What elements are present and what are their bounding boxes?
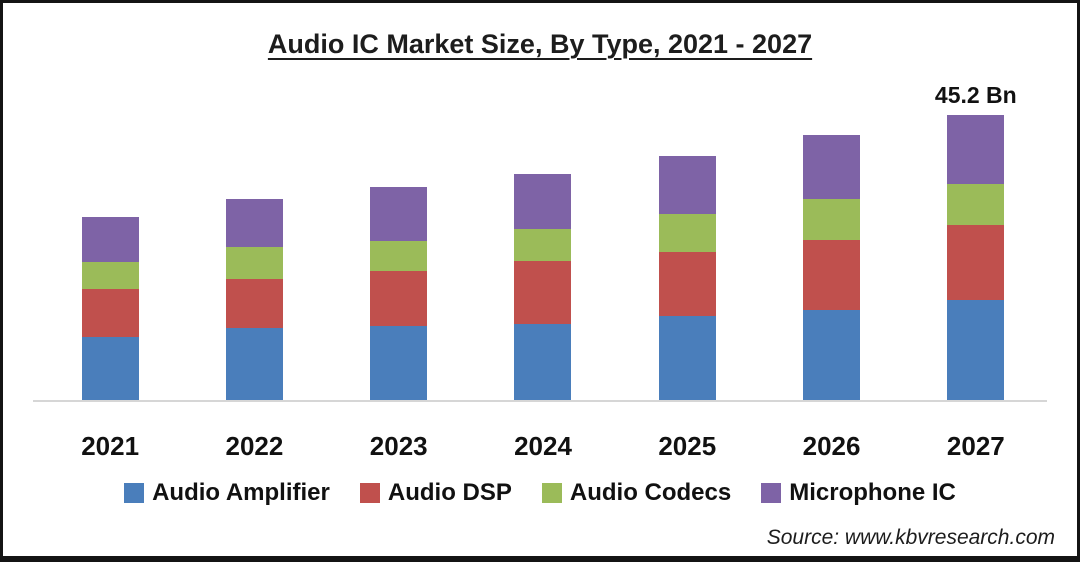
bar-segment-audio-dsp-2022 [225,278,283,328]
bar-segment-microphone-ic-2022 [225,198,283,248]
bar-segment-audio-amplifier-2024 [514,323,572,402]
legend-label-microphone-ic: Microphone IC [789,479,956,506]
legend-item-microphone-ic: Microphone IC [761,479,956,507]
x-tick-2023: 2023 [369,431,428,461]
x-axis-labels: 2021 2022 2023 2024 2025 2026 2027 [38,431,1048,462]
bar-segment-audio-dsp-2021 [81,288,139,338]
bar-segment-audio-codecs-2023 [370,240,428,271]
bar-segment-microphone-ic-2021 [81,216,139,262]
bar-segment-audio-codecs-2021 [81,261,139,289]
stacked-bar-2027 [947,115,1005,402]
legend-label-audio-dsp: Audio DSP [387,479,512,506]
x-tick-2024: 2024 [514,431,572,461]
stacked-bar-2024 [514,174,572,402]
legend-swatch-audio-codecs [541,483,562,503]
bar-segment-audio-dsp-2023 [370,270,428,326]
legend-swatch-audio-dsp [359,483,380,503]
stacked-bar-2026 [803,135,861,402]
bar-segment-audio-codecs-2026 [803,198,861,241]
x-tick-2021: 2021 [81,431,140,461]
bar-segment-audio-codecs-2022 [225,247,283,279]
x-tick-2025: 2025 [658,431,717,461]
stacked-bar-2025 [658,156,716,402]
x-axis-line [33,400,1047,402]
source-credit: Source: www.kbvresearch.com [766,526,1055,549]
bar-slot-2027: 45.2 Bn [904,82,1048,402]
bar-segment-audio-amplifier-2021 [81,337,139,402]
bar-segment-audio-amplifier-2022 [225,327,283,402]
bar-segment-microphone-ic-2027 [947,115,1005,184]
legend-swatch-audio-amplifier [124,483,145,503]
stacked-bar-2022 [225,198,283,402]
bar-segment-microphone-ic-2024 [514,174,572,230]
bar-slot-2023 [327,92,471,402]
legend-swatch-microphone-ic [761,483,782,503]
bar-slot-2026 [759,92,903,402]
bar-segment-microphone-ic-2023 [370,186,428,241]
bar-segment-audio-amplifier-2026 [803,309,861,402]
x-tick-2027: 2027 [946,431,1005,461]
legend-item-audio-amplifier: Audio Amplifier [124,479,330,507]
bar-slot-2025 [615,92,759,402]
stacked-bar-2023 [370,186,428,402]
legend-label-audio-amplifier: Audio Amplifier [152,479,330,506]
x-tick-2026: 2026 [802,431,861,461]
x-tick-2022: 2022 [225,431,284,461]
chart-title: Audio IC Market Size, By Type, 2021 - 20… [267,29,813,59]
legend: Audio Amplifier Audio DSP Audio Codecs Micr… [3,479,1077,507]
bar-segment-microphone-ic-2026 [803,135,861,199]
legend-label-audio-codecs: Audio Codecs [569,479,732,506]
bar-segment-audio-dsp-2027 [947,224,1005,300]
plot-area: 45.2 Bn [38,82,1048,402]
legend-item-audio-dsp: Audio DSP [359,479,512,507]
bar-segment-microphone-ic-2025 [658,156,716,215]
bar-slot-2024 [471,92,615,402]
bar-segment-audio-codecs-2025 [658,214,716,253]
bar-segment-audio-dsp-2024 [514,261,572,324]
bar-segment-audio-amplifier-2027 [947,299,1005,402]
bar-value-annotation: 45.2 Bn [934,82,1017,108]
legend-item-audio-codecs: Audio Codecs [541,479,732,507]
bar-segment-audio-dsp-2026 [803,240,861,310]
bar-slot-2022 [182,92,326,402]
bar-segment-audio-amplifier-2025 [658,316,716,402]
bar-segment-audio-dsp-2025 [658,252,716,317]
bar-segment-audio-codecs-2027 [947,183,1005,225]
bar-segment-audio-codecs-2024 [514,229,572,262]
bar-segment-audio-amplifier-2023 [370,325,428,402]
bar-slot-2021 [38,92,182,402]
stacked-bar-2021 [81,216,139,402]
